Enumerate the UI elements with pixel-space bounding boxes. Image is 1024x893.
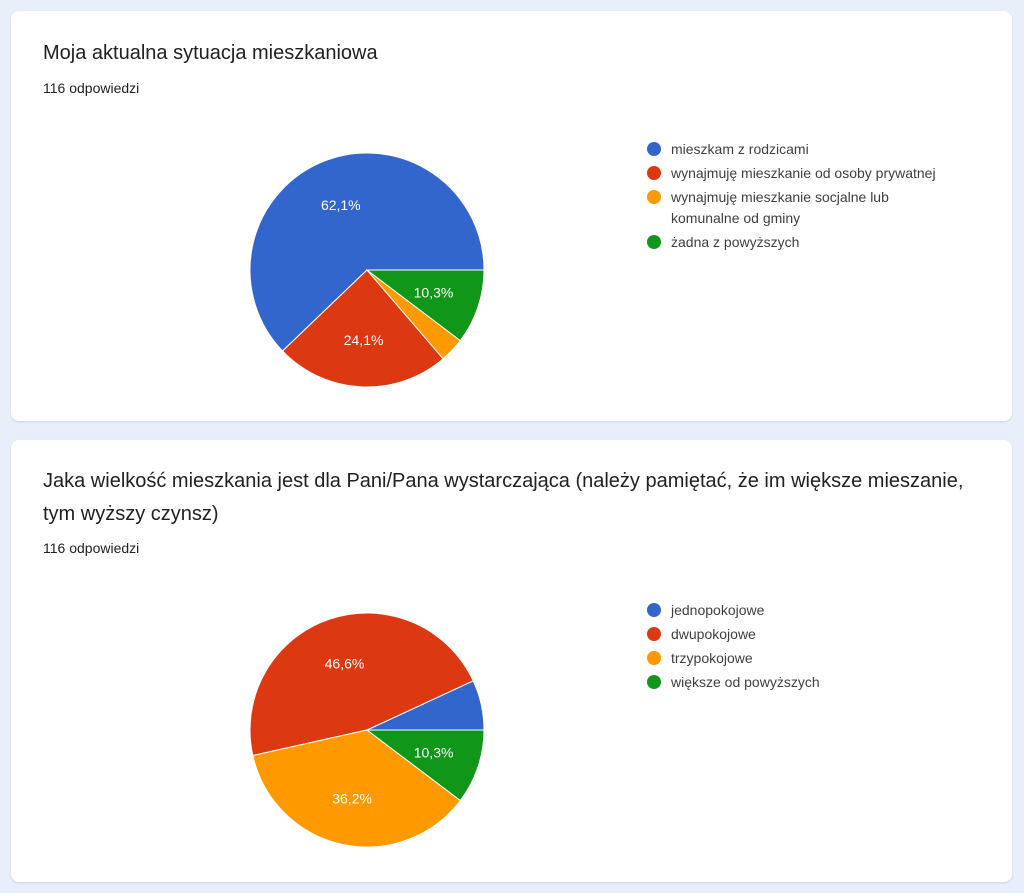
- legend-label: trzypokojowe: [671, 650, 753, 666]
- pie-slice[interactable]: [252, 729, 462, 848]
- legend-label: mieszkam z rodzicami: [671, 141, 809, 157]
- chart-title: Jaka wielkość mieszkania jest dla Pani/P…: [43, 470, 964, 525]
- slice-data-label: 10,3%: [414, 744, 454, 760]
- slice-data-label: 24,1%: [344, 332, 384, 348]
- legend-dot: [647, 627, 661, 641]
- legend-item[interactable]: wynajmuję mieszkanie socjalne lub komuna…: [647, 187, 947, 229]
- chart-legend: jednopokojowe dwupokojowe trzypokojowe w…: [647, 600, 947, 696]
- legend-label: dwupokojowe: [671, 626, 756, 642]
- pie-slice[interactable]: [365, 269, 485, 342]
- legend-label: jednopokojowe: [671, 602, 765, 618]
- legend-item[interactable]: dwupokojowe: [647, 624, 947, 645]
- legend-dot: [647, 235, 661, 249]
- legend-item[interactable]: wynajmuję mieszkanie od osoby prywatnej: [647, 163, 947, 184]
- legend-item[interactable]: jednopokojowe: [647, 600, 947, 621]
- pie-slice[interactable]: [281, 269, 444, 388]
- legend-dot: [647, 166, 661, 180]
- slice-data-label: 36,2%: [332, 791, 372, 807]
- legend-item[interactable]: mieszkam z rodzicami: [647, 139, 947, 160]
- pie-slice[interactable]: [365, 729, 485, 802]
- legend-label: wynajmuję mieszkanie od osoby prywatnej: [671, 165, 936, 181]
- response-count: 116 odpowiedzi: [43, 540, 140, 556]
- pie-slice[interactable]: [249, 152, 485, 352]
- response-count: 116 odpowiedzi: [43, 80, 140, 96]
- legend-item[interactable]: większe od powyższych: [647, 672, 947, 693]
- chart-card-housing-situation: Moja aktualna sytuacja mieszkaniowa 116 …: [11, 11, 1012, 421]
- slice-data-label: 10,3%: [414, 284, 454, 300]
- chart-legend: mieszkam z rodzicami wynajmuję mieszkani…: [647, 139, 947, 256]
- pie-chart: 46,6% 36,2% 10,3%: [249, 612, 485, 848]
- pie-slice[interactable]: [249, 612, 474, 757]
- legend-label: wynajmuję mieszkanie socjalne lub komuna…: [671, 189, 889, 226]
- chart-card-apartment-size: Jaka wielkość mieszkania jest dla Pani/P…: [11, 440, 1012, 882]
- legend-label: większe od powyższych: [671, 674, 820, 690]
- legend-dot: [647, 142, 661, 156]
- legend-dot: [647, 190, 661, 204]
- legend-dot: [647, 651, 661, 665]
- legend-dot: [647, 603, 661, 617]
- legend-item[interactable]: żadna z powyższych: [647, 232, 947, 253]
- pie-chart: 62,1% 24,1% 10,3%: [249, 152, 485, 388]
- legend-label: żadna z powyższych: [671, 234, 800, 250]
- slice-data-label: 62,1%: [321, 197, 361, 213]
- slice-data-label: 46,6%: [325, 656, 365, 672]
- chart-title: Moja aktualna sytuacja mieszkaniowa: [43, 42, 378, 64]
- legend-dot: [647, 675, 661, 689]
- legend-item[interactable]: trzypokojowe: [647, 648, 947, 669]
